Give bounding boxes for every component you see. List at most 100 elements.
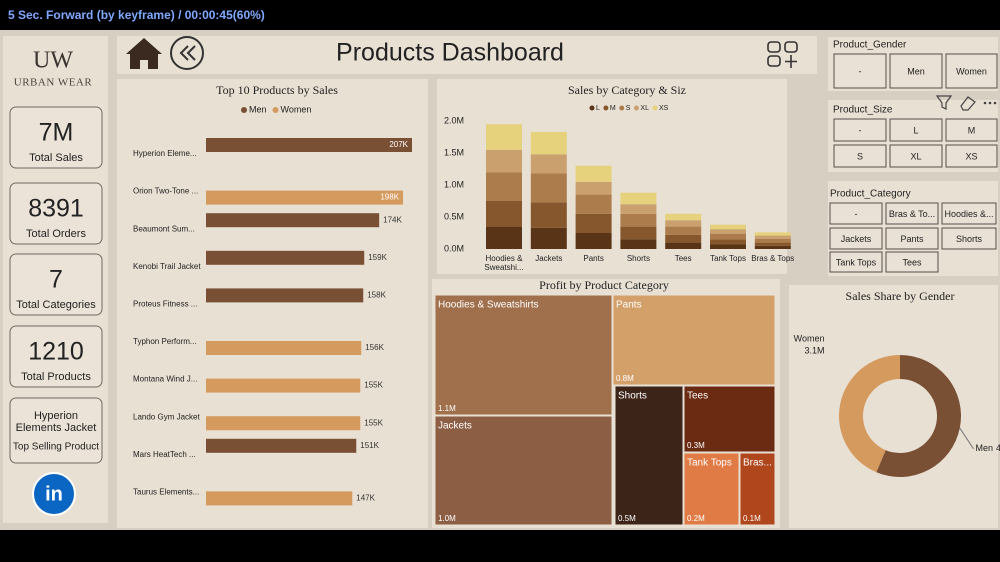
bar-segment xyxy=(575,233,612,249)
slicer-option[interactable] xyxy=(833,144,887,168)
bar-segment xyxy=(665,242,702,249)
linkedin-button[interactable] xyxy=(32,472,76,516)
kpi-card xyxy=(9,397,103,464)
legend-marker xyxy=(241,107,247,113)
header-bar xyxy=(117,36,817,74)
slicer-option[interactable] xyxy=(829,227,883,250)
slicer-option[interactable] xyxy=(885,202,939,225)
slicer-option[interactable] xyxy=(833,53,887,89)
category-label: Proteus Fitness ... xyxy=(133,300,197,309)
more-options[interactable] xyxy=(983,101,997,105)
bar-segment xyxy=(530,202,567,228)
legend-marker xyxy=(603,105,609,111)
kpi-label: Total Products xyxy=(21,371,91,383)
legend-label: S xyxy=(626,105,631,112)
slicer-option-label: Tank Tops xyxy=(836,257,877,267)
tile-value: 0.1M xyxy=(743,514,761,523)
slice-value: 4.0M xyxy=(996,443,1000,453)
bar-segment xyxy=(665,213,702,221)
slicer-option[interactable] xyxy=(945,53,998,89)
slicer-title: Product_Gender xyxy=(833,40,907,51)
slicer-title: Product_Size xyxy=(833,105,893,116)
category-label: Typhon Perform... xyxy=(133,337,197,346)
linkedin-icon: in xyxy=(45,483,63,505)
slicer-option[interactable] xyxy=(829,251,883,273)
category-label: Hyperion Eleme... xyxy=(133,149,197,158)
kpi-value-box: Hyperion Elements Jacket xyxy=(15,410,97,435)
slicer-option-label: Pants xyxy=(900,234,924,244)
treemap-tile xyxy=(612,294,776,386)
kpi-label: Total Orders xyxy=(26,228,86,240)
menu-button[interactable] xyxy=(767,41,798,68)
x-tick-label: Bras & Tops xyxy=(751,255,795,263)
bar-segment xyxy=(620,213,657,227)
value-label: 159K xyxy=(368,253,387,262)
kpi-card xyxy=(9,182,103,245)
filter-icon[interactable] xyxy=(935,95,953,110)
bar-segment xyxy=(665,226,702,235)
slicer-option[interactable] xyxy=(945,118,998,142)
y-tick-label: 0.5M xyxy=(444,211,464,221)
x-tick-label: Jackets xyxy=(535,255,563,263)
value-label: 155K xyxy=(364,381,383,390)
slicer-option[interactable] xyxy=(941,202,997,225)
y-tick-label: 1.5M xyxy=(444,147,464,157)
bar-segment xyxy=(575,213,612,233)
slicer-option-label: XL xyxy=(910,151,921,161)
slicer-option[interactable] xyxy=(889,144,943,168)
tile-label: Hoodies & Sweatshirts xyxy=(438,300,539,311)
x-tick-label: Tank Tops xyxy=(710,255,746,263)
legend-marker xyxy=(652,105,658,111)
slicer-option-label: M xyxy=(968,125,976,135)
slicer-option[interactable] xyxy=(889,118,943,142)
back-icon xyxy=(179,45,196,61)
bar xyxy=(206,288,364,303)
bar-segment xyxy=(754,238,791,243)
slicer-option[interactable] xyxy=(885,251,939,273)
tile-label: Jackets xyxy=(438,421,472,432)
kpi-value: 1210 xyxy=(28,338,84,366)
bar-segment xyxy=(486,226,522,249)
value-label: 207K xyxy=(389,140,408,149)
treemap-tile xyxy=(434,415,613,526)
kpi-label: Top Selling Product xyxy=(13,442,99,453)
chart-title: Top 10 Products by Sales xyxy=(216,83,338,97)
slice-label: Women xyxy=(794,334,825,344)
slicer-option-label: - xyxy=(855,209,858,219)
value-label: 158K xyxy=(367,291,386,300)
bar xyxy=(206,341,362,355)
slicer-option[interactable] xyxy=(885,227,939,250)
value-label: 174K xyxy=(383,215,402,224)
chart-title: Sales by Category & Siz xyxy=(568,83,686,97)
bar-segment xyxy=(530,131,567,155)
slicer-option[interactable] xyxy=(833,118,887,142)
bar-segment xyxy=(710,239,746,245)
slicer-option[interactable] xyxy=(945,144,998,168)
category-label: Montana Wind J... xyxy=(133,375,197,384)
gender-share-panel xyxy=(789,285,998,528)
slicer-option-label: Jackets xyxy=(841,234,872,244)
bar-segment xyxy=(575,194,612,214)
slicer-option[interactable] xyxy=(941,227,997,250)
treemap-tile xyxy=(683,452,740,526)
legend-label: L xyxy=(596,105,600,112)
bar-segment xyxy=(710,244,746,249)
category-label: Mars HeatTech ... xyxy=(133,450,196,459)
back-button[interactable] xyxy=(170,36,204,70)
kpi-value: Hyperion Elements Jacket xyxy=(15,410,97,435)
x-tick-label: Shorts xyxy=(626,255,650,263)
eraser-icon[interactable] xyxy=(960,96,976,111)
bar-segment xyxy=(620,204,657,214)
slicer-option[interactable] xyxy=(829,202,883,225)
y-tick-label: 1.0M xyxy=(444,179,464,189)
bar-segment xyxy=(575,165,612,182)
slicer-option[interactable] xyxy=(889,53,943,89)
bar xyxy=(206,138,412,152)
kpi-card xyxy=(9,325,103,388)
bar-segment xyxy=(754,242,791,246)
chart-title: Sales Share by Gender xyxy=(846,289,955,303)
logo-mark: UW xyxy=(33,48,73,74)
value-label: 147K xyxy=(356,494,375,503)
legend-marker xyxy=(589,105,595,111)
home-button[interactable] xyxy=(126,38,162,69)
